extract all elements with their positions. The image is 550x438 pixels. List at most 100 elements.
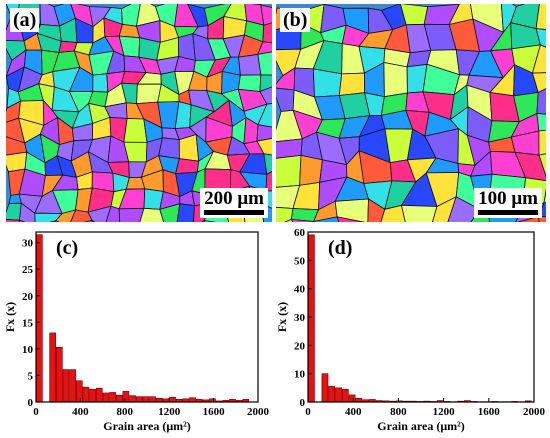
- ebsd-map-a: (a) 200 μm: [6, 4, 272, 222]
- hist-c-x-tick-label-2: 800: [117, 406, 134, 418]
- hist-c-y-axis-label: Fx (x): [3, 302, 17, 332]
- grain-44: [312, 68, 343, 98]
- grain-213: [159, 203, 181, 222]
- grain-224: [55, 220, 60, 222]
- grain-223: [49, 220, 57, 222]
- grain-66: [257, 51, 272, 76]
- grain-207: [55, 209, 77, 222]
- hist-c-x-tick-label-1: 400: [72, 406, 89, 418]
- hist-c-y-tick-label-6: 30: [22, 238, 34, 250]
- hist-d-x-tick-label-4: 1600: [478, 406, 501, 418]
- grain-133: [432, 196, 457, 222]
- hist-c-x-axis-label: Grain area (μm²): [103, 419, 191, 433]
- panel-label-a: (a): [10, 8, 40, 32]
- grain-12: [535, 4, 546, 30]
- grain-129: [334, 198, 369, 222]
- grain-153: [6, 151, 28, 173]
- grain-49: [257, 41, 272, 55]
- hist-c-bar-17: [149, 396, 156, 403]
- hist-d-bar-4: [335, 387, 342, 403]
- hist-c-y-tick-label-2: 10: [22, 344, 34, 356]
- grain-212: [139, 207, 165, 222]
- hist-c-bar-20: [169, 396, 176, 403]
- grain-68: [536, 88, 546, 115]
- grain-214: [176, 203, 195, 222]
- grain-142: [313, 216, 340, 222]
- histogram-d: 0 400 800 1200 1600 2000 0 10 20 30 40 50 60 Grain ar…: [275, 227, 546, 433]
- grain-96: [538, 129, 546, 156]
- hist-d-y-tick-label-0: 0: [300, 397, 306, 409]
- grain-145: [158, 137, 180, 160]
- hist-c-y-tick-label-3: 15: [22, 317, 34, 329]
- scale-bar-b: 100 μm: [474, 188, 542, 218]
- grain-141: [290, 218, 315, 222]
- histogram-c: 0 400 800 1200 1600 2000 0 5 10 15 20 25 30 Grain are…: [3, 231, 270, 433]
- grain-98: [276, 154, 302, 188]
- grain-209: [87, 205, 112, 222]
- grain-204: [6, 202, 22, 221]
- grain-146: [178, 133, 200, 162]
- hist-d-x-tick-label-1: 400: [345, 406, 362, 418]
- grain-222: [18, 219, 26, 222]
- hist-d-y-axis-label: Fx (x): [275, 302, 289, 332]
- scale-bar-text-a: 200 μm: [204, 188, 264, 209]
- hist-c-bar-13: [122, 391, 130, 403]
- grain-225: [84, 219, 93, 222]
- grain-117: [257, 103, 272, 128]
- grain-221: [6, 219, 21, 222]
- hist-c-y-tick-label-0: 0: [28, 397, 34, 409]
- hist-d-y-tick-label-2: 20: [294, 340, 306, 352]
- hist-c-bar-7: [82, 386, 90, 403]
- grain-54: [531, 72, 546, 94]
- hist-d-x-tick-label-2: 800: [390, 406, 407, 418]
- hist-c-bar-0: [36, 234, 43, 403]
- ebsd-map-b: (b) 100 μm: [276, 4, 546, 222]
- hist-d-bar-6: [348, 394, 356, 403]
- grain-32: [262, 22, 272, 44]
- hist-c-bar-4: [62, 369, 70, 403]
- grain-143: [336, 216, 366, 222]
- grain-109: [514, 151, 546, 182]
- hist-d-x-tick-label-5: 2000: [523, 406, 546, 418]
- scale-bar-a: 200 μm: [200, 188, 268, 218]
- grain-185: [265, 170, 272, 192]
- hist-c-x-tick-label-5: 2000: [247, 406, 270, 418]
- hist-c-plot-frame: [35, 231, 259, 403]
- grain-40: [531, 44, 546, 74]
- hist-d-y-tick-label-3: 30: [294, 312, 306, 324]
- hist-d-y-tick-label-4: 40: [294, 284, 306, 296]
- hist-d-y-tick-label-1: 10: [294, 369, 306, 381]
- grain-73: [92, 73, 109, 93]
- hist-c-bar-14: [129, 395, 136, 403]
- hist-d-panel-label: (d): [328, 237, 352, 259]
- grain-151: [256, 137, 272, 156]
- grain-131: [380, 204, 406, 222]
- hist-c-bar-6: [75, 380, 83, 403]
- hist-d-x-tick-label-3: 1200: [433, 406, 456, 418]
- hist-c-x-tick-label-3: 1200: [158, 406, 181, 418]
- grain-83: [259, 74, 272, 93]
- grain-26: [535, 28, 546, 48]
- hist-c-bar-10: [102, 392, 110, 403]
- hist-c-y-tick-label-4: 20: [22, 291, 34, 303]
- grain-99: [299, 154, 323, 186]
- hist-d-bar-3: [328, 386, 336, 403]
- scale-bar-line-a: [204, 210, 264, 215]
- grain-134: [447, 196, 481, 222]
- grain-163: [175, 158, 200, 175]
- grain-47: [383, 62, 408, 98]
- panel-label-b: (b): [280, 8, 311, 32]
- grain-226: [91, 219, 96, 222]
- grain-124: [543, 188, 546, 204]
- hist-c-bar-8: [89, 388, 96, 403]
- grain-134: [256, 124, 272, 142]
- grain-132: [400, 204, 438, 222]
- grain-126: [123, 118, 148, 143]
- hist-c-bar-9: [95, 387, 103, 403]
- grain-168: [263, 153, 272, 176]
- hist-c-y-tick-label-1: 5: [28, 370, 34, 382]
- grain-15: [260, 4, 272, 26]
- hist-d-y-tick-label-5: 50: [294, 255, 306, 267]
- hist-d-x-axis-label: Grain area (μm²): [377, 419, 465, 433]
- hist-d-bar-5: [341, 388, 349, 403]
